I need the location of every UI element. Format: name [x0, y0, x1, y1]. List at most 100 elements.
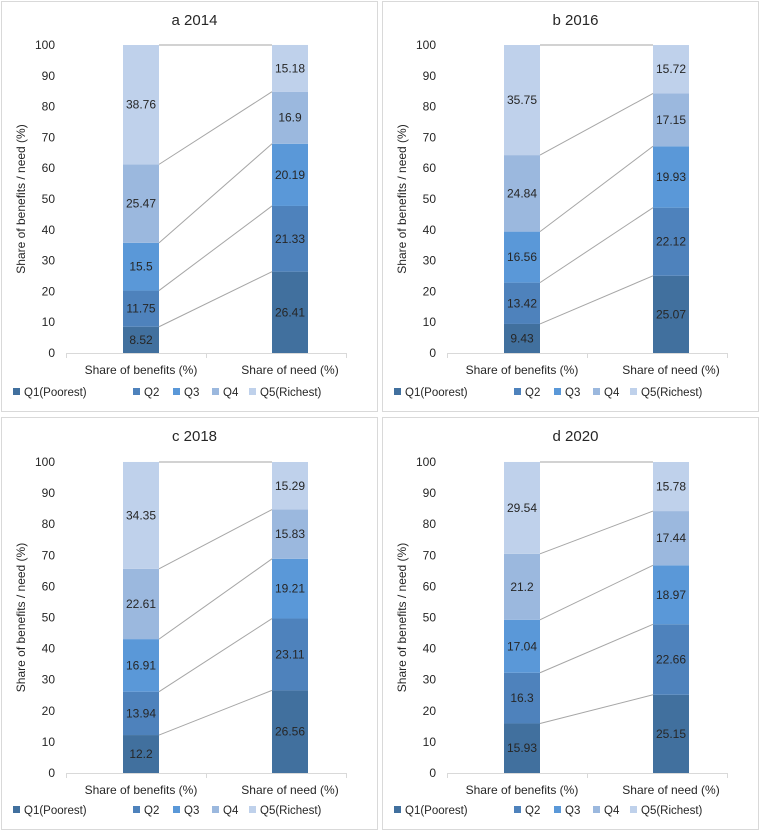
data-label: 17.04: [507, 639, 537, 653]
y-tick-label: 10: [42, 735, 56, 749]
y-tick-label: 100: [35, 455, 55, 469]
series-connector-line: [539, 510, 654, 555]
y-tick-label: 60: [42, 579, 56, 593]
legend-entry: Q4: [604, 387, 620, 399]
data-label: 16.9: [278, 111, 302, 125]
legend-swatch: [212, 388, 219, 395]
chart-panel-1: a 2014 0 10 20 30 40 50 60 70 80 90 100 Share of ben…: [1, 1, 378, 412]
legend-swatch: [13, 388, 20, 395]
y-tick-label: 100: [416, 455, 436, 469]
data-label: 24.84: [507, 186, 537, 200]
bar-segment: [504, 323, 540, 353]
series-connector-line: [539, 275, 654, 325]
data-label: 17.15: [656, 113, 686, 127]
bar-segment: [653, 275, 689, 353]
x-tick-label: Share of need (%): [622, 363, 719, 377]
y-tick-label: 0: [429, 766, 436, 780]
bar-segment: [653, 511, 689, 566]
legend-entry: Q2: [144, 387, 159, 399]
y-axis-label: Share of benefits / need (%): [395, 543, 409, 692]
bar-segment: [272, 44, 308, 92]
x-tick-label: Share of need (%): [241, 363, 338, 377]
bar-segment: [504, 672, 540, 724]
y-axis-label: Share of benefits / need (%): [14, 124, 28, 273]
y-tick-label: 0: [429, 346, 436, 360]
legend-entry: Q4: [223, 805, 239, 817]
legend-swatch: [212, 806, 219, 813]
y-tick-label: 10: [423, 315, 437, 329]
data-label: 17.44: [656, 531, 686, 545]
y-tick-label: 20: [42, 704, 56, 718]
series-connector-line: [539, 145, 654, 233]
data-label: 15.78: [656, 480, 686, 494]
legend-entry: Q3: [565, 805, 580, 817]
series-connector-line: [539, 93, 654, 156]
y-tick-label: 90: [423, 486, 437, 500]
series-connector-line: [158, 91, 273, 165]
chart-panel-3: c 2018 0 10 20 30 40 50 60 70 80 90 100 Share of ben…: [1, 417, 378, 830]
y-tick-label: 70: [42, 548, 56, 562]
y-tick-label: 20: [423, 704, 437, 718]
legend-entry: Q4: [604, 805, 620, 817]
data-label: 15.72: [656, 62, 686, 76]
x-tick-label: Share of need (%): [622, 783, 719, 797]
y-tick-label: 40: [423, 642, 437, 656]
bar-segment: [272, 618, 308, 691]
chart-panel-2: b 2016 0 10 20 30 40 50 60 70 80 90 100 Share of ben…: [382, 1, 759, 412]
data-label: 15.18: [275, 61, 305, 75]
data-label: 38.76: [126, 98, 156, 112]
panel-frame: [1, 417, 378, 830]
data-label: 19.93: [656, 170, 686, 184]
series-connector-line: [158, 143, 273, 244]
data-label: 20.19: [275, 168, 305, 182]
y-tick-label: 100: [35, 38, 55, 52]
y-tick-label: 80: [423, 100, 437, 114]
panel-frame: [382, 1, 759, 412]
legend-entry: Q2: [525, 805, 540, 817]
data-label: 34.35: [126, 508, 156, 522]
data-label: 21.2: [510, 580, 534, 594]
data-label: 26.56: [275, 725, 305, 739]
y-tick-label: 50: [423, 192, 437, 206]
bar-segment: [123, 735, 159, 773]
y-tick-label: 80: [42, 100, 56, 114]
y-tick-label: 70: [42, 130, 56, 144]
x-tick-label: Share of benefits (%): [85, 783, 198, 797]
legend-swatch: [630, 806, 637, 813]
chart-panel-4: d 2020 0 10 20 30 40 50 60 70 80 90 100 Share of ben…: [382, 417, 759, 830]
data-label: 25.47: [126, 197, 156, 211]
y-tick-label: 70: [423, 548, 437, 562]
legend-entry: Q1(Poorest): [24, 387, 87, 399]
data-label: 16.91: [126, 658, 156, 672]
legend-entry: Q5(Richest): [260, 805, 322, 817]
x-tick-label: Share of benefits (%): [85, 363, 198, 377]
legend-entry: Q3: [184, 805, 199, 817]
legend-swatch: [133, 388, 140, 395]
bar-segment: [504, 553, 540, 620]
data-label: 35.75: [507, 93, 537, 107]
legend-swatch: [593, 806, 600, 813]
panel-frame: [1, 1, 378, 412]
y-tick-label: 50: [423, 611, 437, 625]
y-tick-label: 100: [416, 38, 436, 52]
chart-title: a 2014: [172, 12, 218, 29]
legend-entry: Q2: [525, 387, 540, 399]
series-connector-line: [539, 623, 654, 674]
y-tick-label: 0: [48, 766, 55, 780]
y-axis-label: Share of benefits / need (%): [14, 543, 28, 692]
y-tick-label: 90: [42, 69, 56, 83]
bar-segment: [653, 93, 689, 147]
bar-segment: [123, 639, 159, 692]
y-tick-label: 90: [423, 69, 437, 83]
x-tick-label: Share of benefits (%): [466, 783, 579, 797]
series-connector-line: [539, 694, 654, 724]
data-label: 12.2: [129, 747, 153, 761]
data-label: 16.56: [507, 250, 537, 264]
legend-entry: Q5(Richest): [260, 387, 322, 399]
bar-segment: [123, 45, 159, 165]
series-connector-line: [539, 564, 654, 621]
y-tick-label: 30: [42, 254, 56, 268]
bar-segment: [123, 242, 159, 291]
y-tick-label: 20: [42, 284, 56, 298]
